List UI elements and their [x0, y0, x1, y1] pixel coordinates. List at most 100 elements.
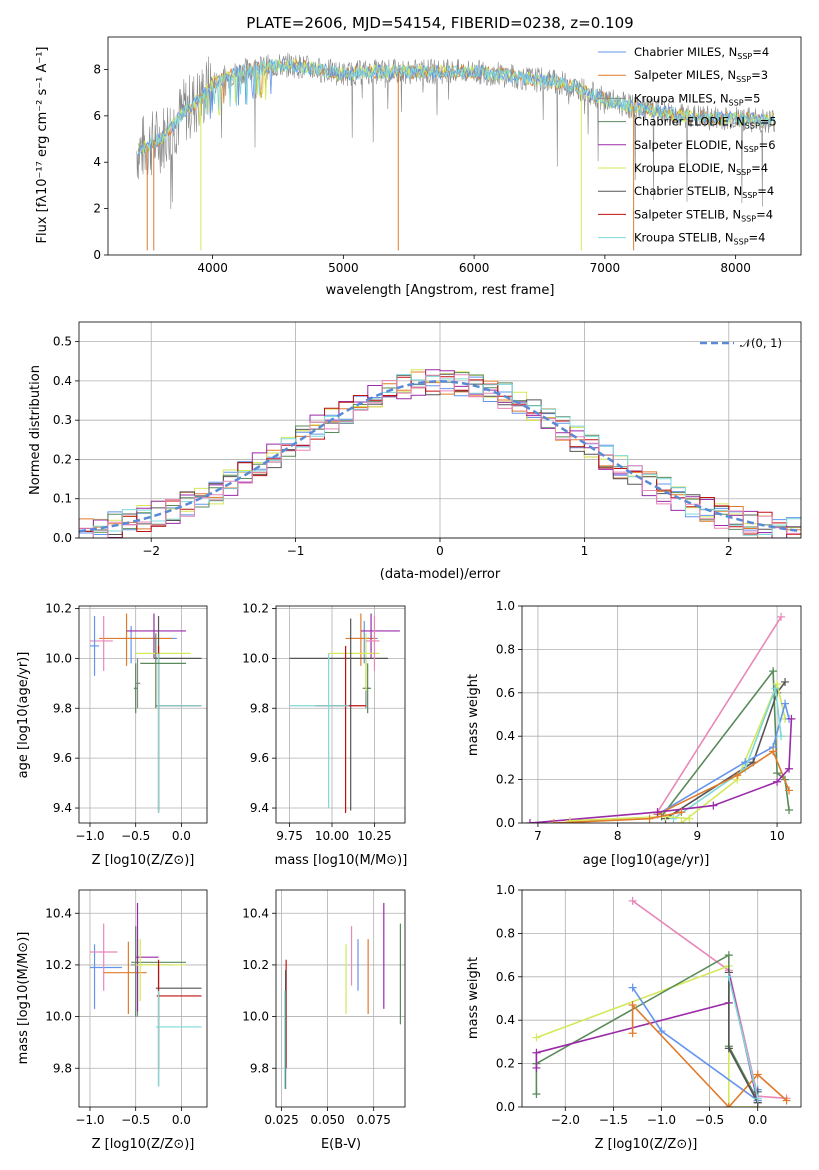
weight-line-kroupa_stelib	[673, 688, 782, 820]
weight-marker	[773, 680, 782, 689]
weight-vs-z-panel: −2.0 −1.5 −1.0 −0.5 0.0 0.0 0.2 0.4 0.6 0.8 1.0 Z …	[466, 883, 802, 1152]
weight-vs-z-ylabel-group: mass weight	[466, 957, 481, 1039]
spectrum-legend: Chabrier MILES, NSSP=4 Salpeter MILES, NS…	[598, 45, 777, 247]
y-tick-label: 10.0	[242, 1010, 269, 1024]
mass-vs-z-panel: −1.0 −0.5 0.0 9.8 10.0 10.2 10.4 Z [log10(Z/Z⊙…	[16, 889, 208, 1152]
y-tick-label: 2	[93, 202, 101, 216]
residuals-ylabel-group: Normed distribution	[28, 365, 43, 495]
model-spectrum-kroupa_stelib	[137, 58, 775, 154]
weight-line-chabrier_stelib	[665, 681, 786, 820]
y-tick-label: 0.0	[496, 816, 515, 830]
weight-line-salpeter_miles	[631, 1002, 788, 1107]
x-tick-label: 0.075	[356, 1113, 390, 1127]
y-tick-label: 0.1	[53, 492, 72, 506]
gaussian-curve	[79, 380, 801, 533]
weight-line-salpeter_elodie	[529, 718, 793, 823]
weight-vs-z-plot-area: −2.0 −1.5 −1.0 −0.5 0.0 0.0 0.2 0.4 0.6 0.8 1.0	[496, 883, 802, 1127]
legend-entry: Salpeter ELODIE, NSSP=6	[634, 138, 776, 154]
observed-spectrum	[136, 52, 776, 210]
weight-marker	[657, 1027, 666, 1036]
weight-marker	[532, 1063, 541, 1072]
residuals-xlabel: (data-model)/error	[380, 567, 501, 582]
y-tick-label: 0.4	[53, 374, 72, 388]
residuals-legend: 𝒩(0, 1)	[700, 336, 782, 350]
weight-marker	[645, 814, 654, 823]
legend-entry: Salpeter MILES, NSSP=3	[634, 68, 768, 84]
mass-vs-ebv-plot-area: 0.025 0.050 0.075 9.8 10.0 10.2 10.4	[242, 889, 406, 1127]
weight-line-salpeter_miles	[657, 750, 790, 816]
x-tick-label: 10	[769, 829, 784, 843]
age-vs-z-ylabel-group: age [log10(age/yr)]	[16, 652, 31, 779]
y-tick-label: 0.2	[496, 773, 515, 787]
weight-marker	[753, 1094, 762, 1103]
x-tick-label: 0	[436, 544, 444, 558]
x-tick-label: −1.0	[75, 1113, 104, 1127]
x-tick-label: 4000	[197, 261, 228, 275]
x-tick-label: 9.75	[276, 829, 303, 843]
y-tick-label: 0.6	[496, 970, 515, 984]
plot-content	[289, 613, 400, 814]
weight-marker	[777, 612, 786, 621]
mass-vs-z-ylabel: mass [log10(M/M⊙)]	[16, 932, 31, 1065]
y-tick-label: 10.2	[45, 601, 72, 615]
y-tick-label: 10.2	[242, 958, 269, 972]
weight-marker	[769, 667, 778, 676]
weight-line-kroupa_elodie	[680, 681, 786, 823]
weight-vs-z-xlabel: Z [log10(Z/Z⊙)]	[595, 1137, 698, 1152]
legend-entry: Kroupa ELODIE, NSSP=4	[634, 161, 768, 177]
y-tick-label: 8	[93, 62, 101, 76]
spectrum-xlabel: wavelength [Angstrom, rest frame]	[326, 283, 555, 298]
x-tick-label: 2	[725, 544, 733, 558]
y-tick-label: 0.8	[496, 642, 515, 656]
x-tick-label: 7000	[590, 261, 621, 275]
histogram-pink	[79, 374, 801, 538]
model-spectrum-chabrier_miles	[137, 58, 775, 156]
x-tick-label: −2	[142, 544, 160, 558]
plot-content	[89, 902, 202, 1087]
y-tick-label: 10.0	[45, 651, 72, 665]
y-tick-label: 0.2	[496, 1057, 515, 1071]
y-tick-label: 10.0	[45, 1010, 72, 1024]
age-vs-mass-panel: 9.75 10.00 10.25 9.4 9.6 9.8 10.0 10.2 mass [lo…	[242, 601, 407, 868]
weight-marker	[724, 972, 733, 981]
spectrum-ylabel: Flux [fλ10⁻¹⁷ erg cm⁻² s⁻¹ A⁻¹]	[35, 47, 50, 244]
residuals-ylabel: Normed distribution	[28, 365, 43, 495]
x-tick-label: −0.5	[121, 829, 150, 843]
weight-marker	[525, 819, 534, 823]
weight-marker	[773, 769, 782, 778]
y-tick-label: 9.8	[53, 701, 72, 715]
y-tick-label: 0.0	[496, 1100, 515, 1114]
weight-marker	[777, 732, 786, 741]
x-tick-label: −1.0	[647, 1113, 676, 1127]
weight-marker	[653, 808, 662, 817]
x-tick-label: −0.5	[695, 1113, 724, 1127]
weight-marker	[532, 1048, 541, 1057]
mass-vs-z-xlabel: Z [log10(Z/Z⊙)]	[92, 1137, 195, 1152]
x-tick-label: 10.00	[315, 829, 349, 843]
weight-marker	[628, 896, 637, 905]
y-tick-label: 0.5	[53, 335, 72, 349]
weight-vs-age-ylabel: mass weight	[466, 674, 481, 756]
spectrum-plot-area: 4000 5000 6000 7000 8000 0 2 4 6 8	[93, 36, 802, 275]
x-tick-label: −0.5	[121, 1113, 150, 1127]
weight-marker	[549, 819, 558, 823]
x-tick-label: 0.0	[172, 1113, 191, 1127]
mass-vs-ebv-panel: 0.025 0.050 0.075 9.8 10.0 10.2 10.4 E(B-V)	[242, 889, 406, 1152]
weight-vs-z-ylabel: mass weight	[466, 957, 481, 1039]
weight-line-salpeter_elodie	[535, 972, 759, 1103]
weight-vs-age-panel: 7 8 9 10 0.0 0.2 0.4 0.6 0.8 1.0 age [log10(age/y…	[466, 599, 802, 868]
y-tick-label: 9.8	[250, 701, 269, 715]
x-tick-label: 0.025	[264, 1113, 298, 1127]
x-tick-label: 9	[694, 829, 702, 843]
plot-content	[525, 612, 796, 823]
y-tick-label: 10.4	[242, 906, 269, 920]
weight-line-chabrier_miles	[631, 987, 759, 1103]
weight-vs-age-xlabel: age [log10(age/yr)]	[583, 853, 710, 868]
x-tick-label: 7	[534, 829, 542, 843]
x-tick-label: −2.0	[551, 1113, 580, 1127]
x-tick-label: 10.25	[357, 829, 391, 843]
x-tick-label: 8	[614, 829, 622, 843]
mass-vs-z-plot-area: −1.0 −0.5 0.0 9.8 10.0 10.2 10.4	[45, 889, 208, 1127]
weight-marker	[628, 1029, 637, 1038]
weight-marker	[532, 1033, 541, 1042]
